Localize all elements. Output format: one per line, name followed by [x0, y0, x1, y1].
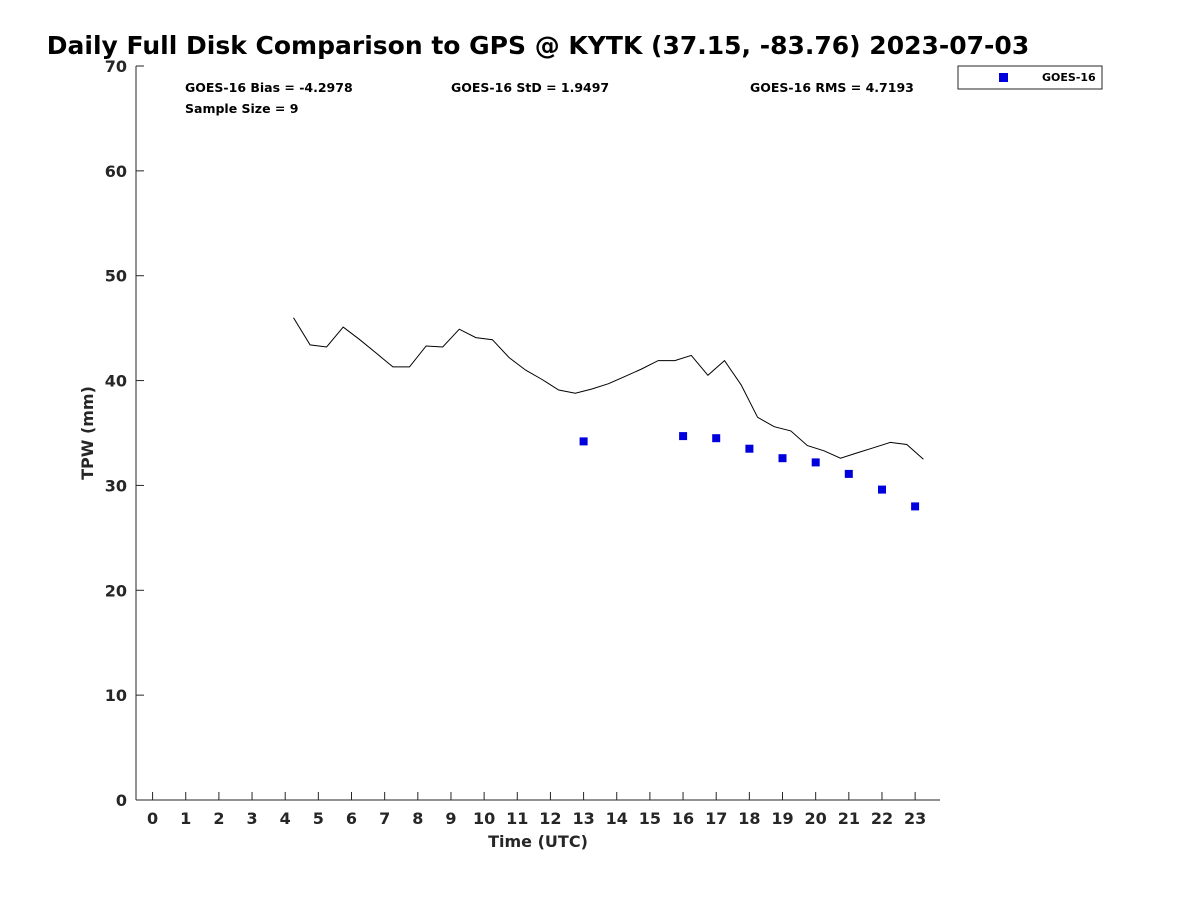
goes-16-point: [778, 454, 787, 463]
y-tick-label: 20: [105, 581, 127, 600]
std-stat: GOES-16 StD = 1.9497: [451, 80, 609, 95]
sample-size-stat: Sample Size = 9: [185, 101, 298, 116]
goes-16-point: [911, 502, 920, 511]
axes: [135, 66, 940, 801]
x-tick-label: 13: [572, 809, 594, 828]
x-tick-label: 3: [246, 809, 257, 828]
x-tick-label: 22: [871, 809, 893, 828]
legend-marker: [999, 73, 1008, 82]
chart-title: Daily Full Disk Comparison to GPS @ KYTK…: [47, 31, 1029, 60]
y-tick-label: 0: [116, 791, 127, 810]
bias-stat: GOES-16 Bias = -4.2978: [185, 80, 353, 95]
rms-stat: GOES-16 RMS = 4.7193: [750, 80, 914, 95]
gps-line: [293, 317, 924, 460]
x-tick-label: 7: [379, 809, 390, 828]
x-tick-label: 5: [313, 809, 324, 828]
x-tick-label: 1: [180, 809, 191, 828]
y-tick-label: 50: [105, 267, 127, 286]
legend-label: GOES-16: [1042, 71, 1096, 84]
goes-16-point: [811, 458, 820, 467]
x-ticks: 0 1 2 3 4 5 6 7 8 9 10 11 12 13 14 15 16 17 18 19 20 21 22 23: [147, 792, 926, 828]
x-axis-label: Time (UTC): [488, 832, 588, 851]
x-tick-label: 8: [412, 809, 423, 828]
x-tick-label: 6: [346, 809, 357, 828]
x-tick-label: 2: [213, 809, 224, 828]
x-tick-label: 9: [445, 809, 456, 828]
x-tick-label: 21: [838, 809, 860, 828]
x-tick-label: 10: [473, 809, 495, 828]
y-tick-label: 10: [105, 686, 127, 705]
plot-area: [293, 317, 924, 511]
x-tick-label: 18: [738, 809, 760, 828]
y-tick-label: 60: [105, 162, 127, 181]
goes-16-point: [679, 432, 688, 441]
goes-16-point: [745, 444, 754, 453]
x-tick-label: 19: [771, 809, 793, 828]
legend-box: [957, 65, 1103, 90]
y-tick-label: 40: [105, 372, 127, 391]
x-tick-label: 11: [506, 809, 528, 828]
y-ticks: 0 10 20 30 40 50 60 70: [105, 57, 144, 810]
y-tick-label: 70: [105, 57, 127, 76]
x-tick-label: 23: [904, 809, 926, 828]
x-tick-label: 0: [147, 809, 158, 828]
x-tick-label: 17: [705, 809, 727, 828]
x-tick-label: 16: [672, 809, 694, 828]
legend: GOES-16: [957, 65, 1103, 90]
x-tick-label: 14: [606, 809, 628, 828]
x-tick-label: 15: [639, 809, 661, 828]
goes-16-point: [844, 469, 853, 478]
x-tick-label: 12: [539, 809, 561, 828]
goes-16-point: [579, 437, 588, 446]
y-axis-label: TPW (mm): [78, 386, 97, 480]
goes-16-point: [712, 434, 721, 443]
y-tick-label: 30: [105, 476, 127, 495]
x-tick-label: 4: [280, 809, 291, 828]
x-tick-label: 20: [805, 809, 827, 828]
goes-16-point: [878, 485, 886, 494]
